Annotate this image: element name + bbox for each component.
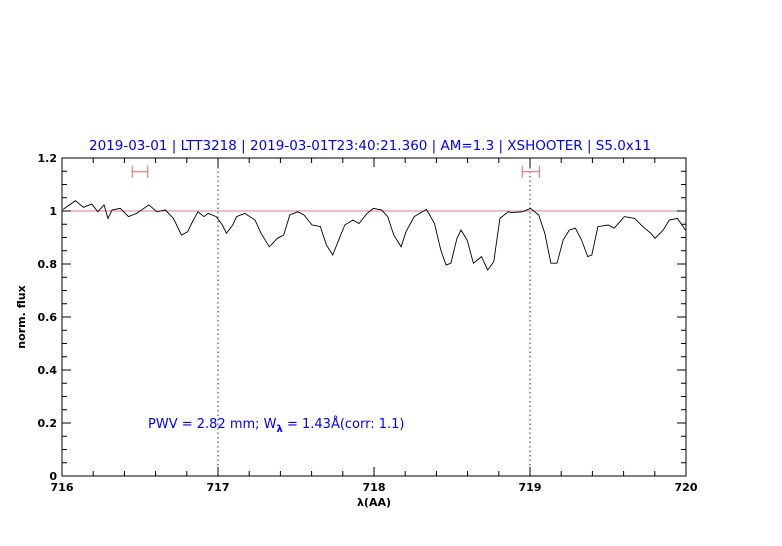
y-tick-label: 0 [49,470,57,483]
y-tick-label: 0.4 [38,364,58,377]
x-tick-label: 717 [207,481,230,494]
x-axis-label: λ(AA) [357,496,391,509]
x-tick-label: 720 [675,481,698,494]
chart-title: 2019-03-01 | LTT3218 | 2019-03-01T23:40:… [89,138,651,154]
x-tick-label: 718 [363,481,386,494]
error-bar [131,165,149,178]
x-tick-label: 716 [51,481,74,494]
annotation-subscript: λ [277,424,284,435]
y-tick-label: 0.6 [38,311,58,324]
y-tick-label: 1 [49,205,57,218]
error-bar [521,165,540,178]
annotation-prefix: PWV = 2.82 mm; W [148,417,277,432]
y-tick-label: 1.2 [38,152,58,165]
annotation-suffix: = 1.43Å(corr: 1.1) [283,416,405,432]
spectrum-line [62,200,686,271]
y-tick-label: 0.8 [38,258,58,271]
y-tick-label: 0.2 [38,417,58,430]
pwv-annotation: PWV = 2.82 mm; Wλ = 1.43Å(corr: 1.1) [148,416,405,435]
y-axis-label: norm. flux [15,285,28,348]
x-tick-label: 719 [519,481,542,494]
